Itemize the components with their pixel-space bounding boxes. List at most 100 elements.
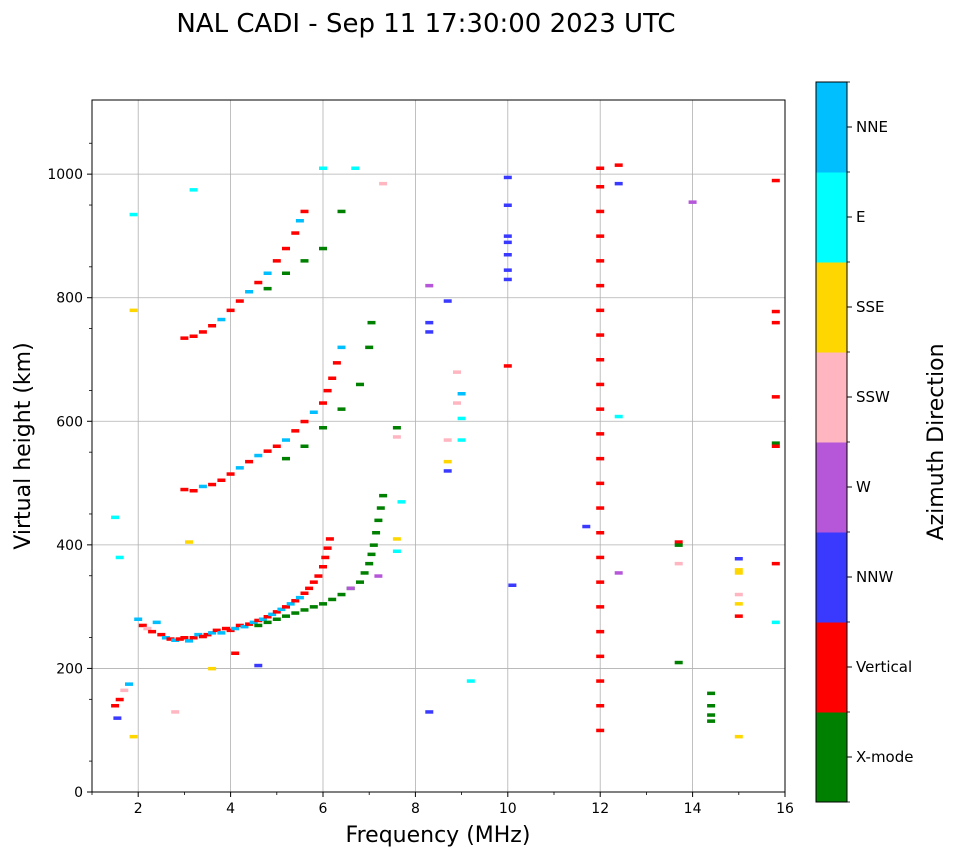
echo-point — [254, 280, 263, 285]
colorbar-label: SSE — [856, 298, 885, 316]
series-12-mhz-interference — [596, 166, 605, 733]
echo-point — [309, 580, 318, 584]
echo-point — [596, 481, 605, 486]
echo-point — [272, 259, 281, 263]
echo-point — [240, 624, 249, 629]
echo-point — [113, 716, 122, 720]
echo-point — [208, 666, 217, 671]
echo-point — [263, 449, 272, 453]
echo-point — [226, 308, 235, 313]
echo-point — [291, 429, 300, 433]
x-tick-label: 14 — [684, 801, 702, 817]
echo-point — [367, 320, 376, 325]
echo-point — [282, 246, 290, 251]
echo-point — [309, 410, 318, 414]
grid-lines — [92, 100, 786, 792]
echo-point — [596, 654, 605, 659]
colorbar-segment — [816, 712, 847, 803]
echo-point — [596, 209, 605, 214]
echo-point — [457, 416, 466, 421]
echo-point — [323, 546, 332, 550]
echo-point — [360, 571, 369, 575]
echo-point — [443, 469, 452, 473]
echo-point — [208, 631, 217, 635]
echo-point — [771, 441, 780, 445]
echo-point — [771, 178, 780, 183]
echo-point — [235, 299, 244, 303]
echo-point — [226, 472, 235, 476]
echo-point — [503, 175, 512, 180]
echo-point — [734, 614, 743, 618]
y-tick-label: 0 — [74, 785, 83, 801]
echo-point — [217, 631, 226, 635]
echo-point — [392, 435, 401, 439]
echo-point — [263, 615, 272, 619]
y-axis-label: Virtual height (km) — [11, 342, 36, 549]
echo-point — [457, 392, 466, 396]
echo-point — [222, 626, 230, 631]
echo-point — [356, 580, 364, 584]
echo-point — [217, 478, 226, 482]
echo-point — [263, 620, 272, 625]
echo-point — [129, 734, 138, 739]
echo-point — [707, 719, 716, 723]
echo-point — [734, 571, 743, 575]
echo-point — [319, 166, 327, 170]
x-axis-label: Frequency (MHz) — [346, 823, 531, 848]
echo-point — [249, 620, 258, 625]
echo-point — [300, 591, 309, 595]
echo-point — [328, 376, 337, 380]
colorbar-label: W — [856, 478, 871, 496]
echo-point — [157, 632, 166, 637]
echo-point — [337, 345, 346, 350]
echo-point — [596, 234, 605, 238]
echo-point — [674, 561, 683, 566]
echo-point — [457, 438, 466, 442]
y-tick-label: 400 — [56, 538, 83, 554]
y-tick-label: 800 — [56, 291, 83, 307]
echo-point — [356, 382, 364, 387]
echo-point — [161, 636, 170, 640]
echo-point — [771, 309, 780, 314]
echo-point — [111, 515, 120, 520]
echo-point — [674, 660, 683, 665]
echo-point — [734, 557, 743, 561]
echo-point — [771, 561, 780, 566]
echo-point — [115, 697, 124, 702]
echo-point — [245, 622, 254, 626]
echo-point — [771, 620, 780, 625]
echo-point — [111, 704, 120, 708]
colorbar: X-mode Vertical NNW W SSW SSE E NNE — [815, 81, 913, 803]
colorbar-label: NNW — [856, 568, 893, 586]
echo-point — [171, 638, 180, 642]
y-tick-label: 200 — [56, 661, 83, 677]
echo-point — [372, 531, 381, 535]
echo-point — [129, 308, 138, 313]
echo-point — [374, 574, 383, 578]
echo-point — [443, 299, 452, 303]
colorbar-label: E — [856, 208, 865, 226]
echo-point — [263, 271, 272, 275]
echo-point — [138, 623, 147, 628]
colorbar-segment — [816, 622, 847, 713]
echo-point — [254, 623, 263, 628]
echo-point — [194, 632, 203, 637]
echo-point — [115, 555, 124, 560]
echo-point — [443, 459, 452, 464]
colorbar-frame — [815, 81, 848, 803]
echo-point — [596, 506, 605, 510]
echo-point — [596, 382, 605, 387]
echo-point — [282, 438, 290, 442]
echo-point — [771, 395, 780, 399]
echo-point — [688, 200, 697, 204]
echo-point — [453, 370, 461, 374]
colorbar-segment — [816, 262, 847, 353]
series-f-layer-first-hop-trace — [111, 537, 334, 720]
echo-point — [185, 540, 193, 544]
echo-point — [379, 181, 388, 186]
echo-point — [189, 188, 198, 192]
echo-point — [503, 253, 512, 257]
echo-point — [614, 571, 623, 575]
echo-point — [734, 734, 743, 739]
